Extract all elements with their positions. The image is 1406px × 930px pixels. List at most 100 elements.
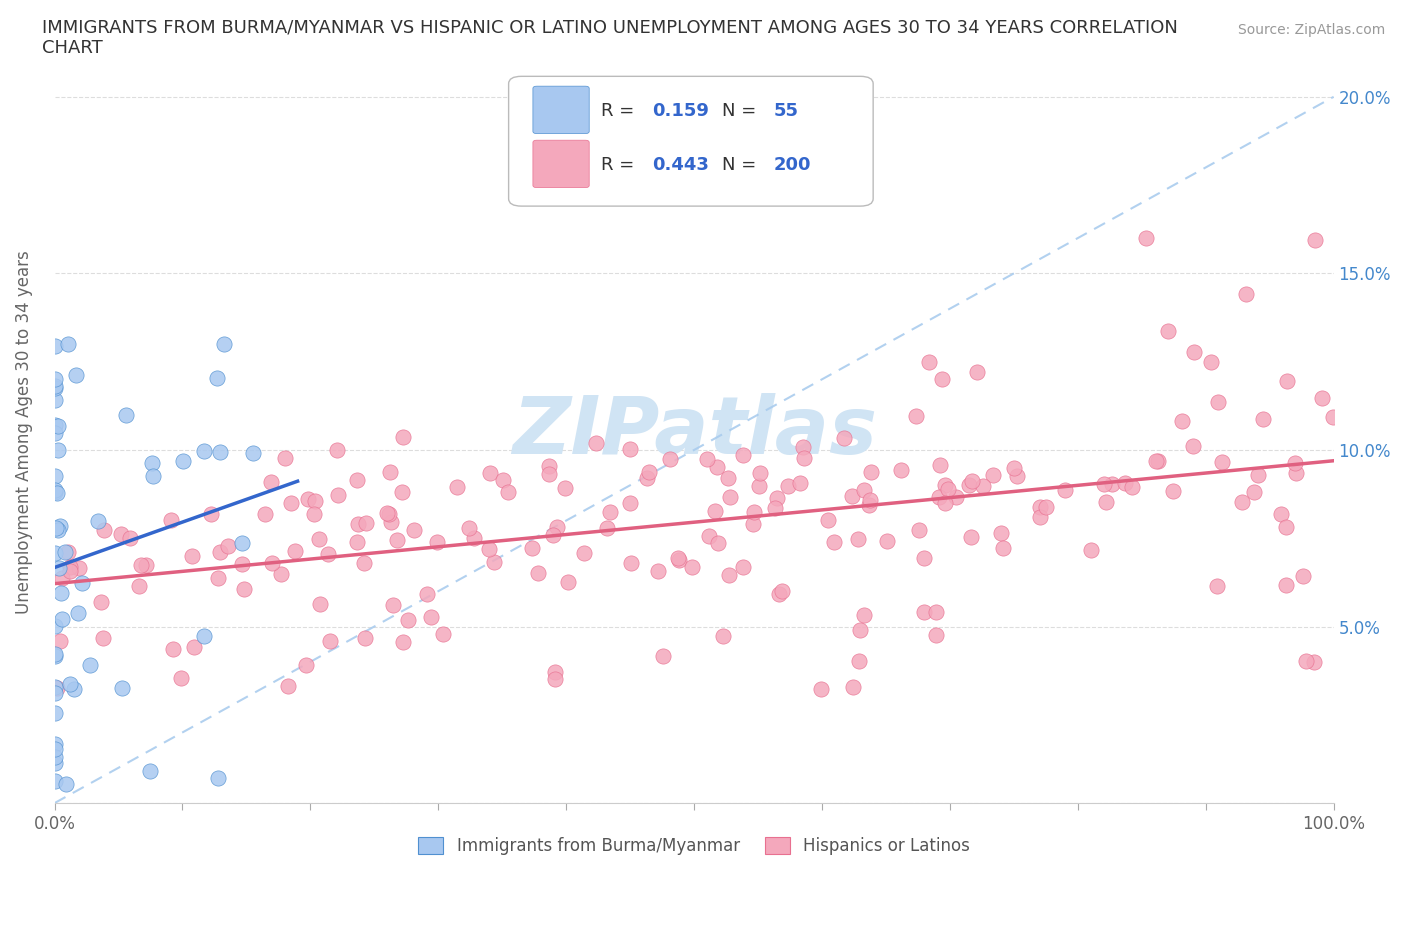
- Point: [118, 530, 141, 545]
- Point: [326, 488, 349, 503]
- Point: [380, 514, 402, 529]
- Point: [1005, 469, 1028, 484]
- Point: [55, 777, 77, 791]
- Point: [44, 755, 66, 770]
- FancyBboxPatch shape: [533, 140, 589, 188]
- Point: [842, 680, 865, 695]
- Point: [478, 542, 501, 557]
- Point: [1295, 654, 1317, 669]
- Point: [544, 664, 567, 679]
- Point: [1035, 499, 1057, 514]
- Point: [520, 541, 543, 556]
- Point: [1251, 411, 1274, 426]
- Point: [131, 557, 153, 572]
- Point: [668, 552, 690, 567]
- Point: [936, 482, 959, 497]
- Point: [918, 354, 941, 369]
- Text: R =: R =: [600, 101, 640, 120]
- Point: [233, 582, 256, 597]
- Point: [56, 544, 79, 559]
- Point: [128, 578, 150, 593]
- Point: [48, 519, 70, 534]
- Point: [1284, 456, 1306, 471]
- Point: [139, 764, 162, 778]
- Point: [378, 507, 401, 522]
- Point: [717, 471, 740, 485]
- Point: [538, 467, 561, 482]
- Point: [981, 468, 1004, 483]
- Point: [44, 469, 66, 484]
- Point: [666, 550, 689, 565]
- Point: [207, 571, 229, 586]
- Point: [309, 597, 332, 612]
- Point: [696, 451, 718, 466]
- Point: [51, 570, 73, 585]
- Point: [890, 463, 912, 478]
- Text: CHART: CHART: [42, 39, 103, 57]
- Point: [482, 554, 505, 569]
- Point: [1199, 354, 1222, 369]
- Point: [49, 633, 72, 648]
- Point: [544, 672, 567, 687]
- Point: [846, 531, 869, 546]
- Point: [111, 680, 134, 695]
- Point: [391, 485, 413, 499]
- Point: [59, 676, 82, 691]
- Point: [1322, 410, 1344, 425]
- Point: [498, 485, 520, 499]
- Point: [991, 540, 1014, 555]
- Point: [354, 516, 377, 531]
- Point: [711, 629, 734, 644]
- Point: [849, 622, 872, 637]
- Point: [957, 477, 980, 492]
- Point: [46, 443, 69, 458]
- Point: [478, 466, 501, 481]
- Point: [45, 521, 67, 536]
- Point: [1121, 479, 1143, 494]
- Point: [420, 609, 443, 624]
- Point: [209, 545, 232, 560]
- Point: [302, 506, 325, 521]
- Point: [1243, 485, 1265, 499]
- Point: [637, 465, 659, 480]
- Point: [585, 436, 607, 451]
- Point: [110, 526, 132, 541]
- Point: [46, 485, 69, 500]
- Point: [960, 473, 983, 488]
- Point: [766, 491, 789, 506]
- Point: [44, 483, 66, 498]
- Point: [193, 444, 215, 458]
- Y-axis label: Unemployment Among Ages 30 to 34 years: Unemployment Among Ages 30 to 34 years: [15, 250, 32, 614]
- Point: [277, 678, 299, 693]
- Point: [907, 523, 929, 538]
- Point: [1292, 569, 1315, 584]
- Text: R =: R =: [600, 155, 640, 174]
- Point: [554, 481, 576, 496]
- Point: [44, 379, 66, 393]
- Text: ZIPatlas: ZIPatlas: [512, 393, 876, 472]
- Point: [966, 365, 988, 379]
- Point: [67, 606, 90, 621]
- Point: [972, 479, 994, 494]
- Point: [1157, 324, 1180, 339]
- Point: [793, 450, 815, 465]
- Point: [212, 337, 235, 352]
- Point: [280, 495, 302, 510]
- Point: [1211, 455, 1233, 470]
- Point: [990, 526, 1012, 541]
- Point: [242, 445, 264, 460]
- Point: [44, 618, 66, 633]
- Point: [768, 587, 790, 602]
- Point: [391, 634, 413, 649]
- Point: [1234, 287, 1257, 302]
- Point: [1270, 506, 1292, 521]
- Point: [432, 627, 454, 642]
- Point: [681, 560, 703, 575]
- Point: [67, 561, 90, 576]
- Point: [1101, 476, 1123, 491]
- Point: [912, 605, 935, 620]
- Point: [231, 536, 253, 551]
- Point: [859, 492, 882, 507]
- Point: [572, 545, 595, 560]
- Point: [1002, 460, 1025, 475]
